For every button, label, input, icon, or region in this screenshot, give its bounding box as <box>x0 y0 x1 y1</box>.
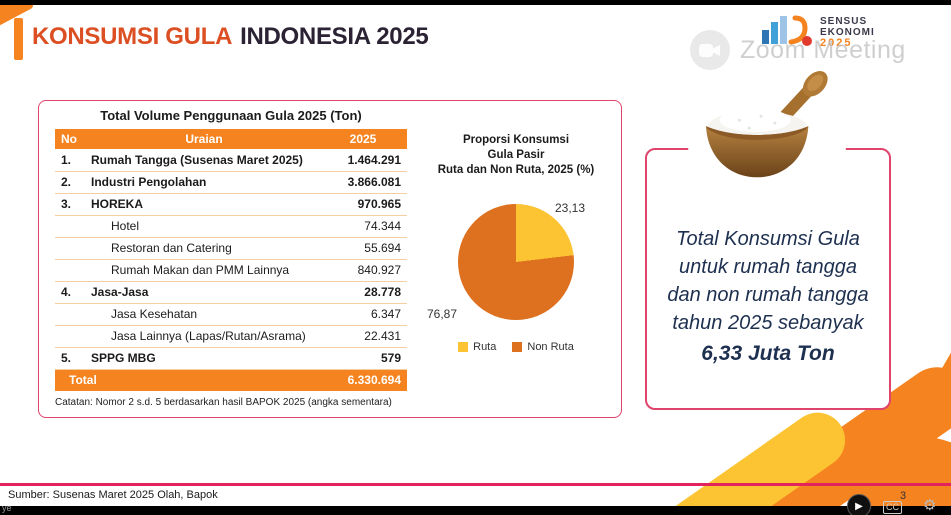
column-header-uraian: Uraian <box>89 129 319 149</box>
table-row: Restoran dan Catering 55.694 <box>55 237 407 260</box>
legend-item: Non Ruta <box>512 341 574 353</box>
source-text: Sumber: Susenas Maret 2025 Olah, Bapok <box>8 489 218 501</box>
pie-chart-title: Proporsi Konsumsi Gula Pasir Ruta dan No… <box>416 133 616 178</box>
page-title-accent: KONSUMSI GULA <box>32 23 233 50</box>
title-accent-bar <box>14 18 23 60</box>
page-title-rest: INDONESIA 2025 <box>240 23 429 50</box>
table-title: Total Volume Penggunaan Gula 2025 (Ton) <box>100 108 362 123</box>
total-label: Total <box>55 369 319 391</box>
table-row: 3. HOREKA 970.965 <box>55 193 407 216</box>
total-consumption-callout: Total Konsumsi Gula untuk rumah tangga dan… <box>645 148 891 410</box>
pie-legend: Ruta Non Ruta <box>406 341 626 353</box>
column-header-no: No <box>55 129 89 149</box>
callout-line: untuk rumah tangga <box>679 256 857 278</box>
page-number: 3 <box>900 490 907 502</box>
callout-line: Total Konsumsi Gula <box>676 228 860 250</box>
callout-line: dan non rumah tangga <box>667 284 869 306</box>
footer-accent-line <box>0 483 951 486</box>
presentation-slide: KONSUMSI GULA INDONESIA 2025 SENSUS EKONO… <box>0 5 951 506</box>
legend-swatch <box>458 342 469 352</box>
table-row: 2. Industri Pengolahan 3.866.081 <box>55 171 407 194</box>
pie-value-label-ruta: 23,13 <box>555 201 586 215</box>
pie-value-label-nonruta: 76,87 <box>427 307 458 321</box>
callout-lines: Total Konsumsi Gula untuk rumah tangga dan… <box>647 225 889 337</box>
total-value: 6.330.694 <box>319 369 407 391</box>
sensus-ekonomi-logo: SENSUS EKONOMI 2025 <box>760 12 875 53</box>
pie-title-line-2: Gula Pasir <box>487 149 545 161</box>
camera-icon <box>690 30 730 70</box>
closed-captions-button[interactable]: CC <box>883 501 902 514</box>
table-row: Rumah Makan dan PMM Lainnya 840.927 <box>55 259 407 282</box>
play-icon: ▶ <box>855 500 863 512</box>
legend-label: Ruta <box>473 341 497 353</box>
sensus-logo-icon <box>760 12 812 53</box>
table-total-row: Total 6.330.694 <box>55 369 407 391</box>
sugar-volume-card: Total Volume Penggunaan Gula 2025 (Ton) … <box>38 100 622 418</box>
sugar-volume-table: No Uraian 2025 1. Rumah Tangga (Susenas M… <box>55 129 407 391</box>
legend-swatch <box>512 342 523 352</box>
table-row: 5. SPPG MBG 579 <box>55 347 407 370</box>
table-row: Jasa Lainnya (Lapas/Rutan/Asrama) 22.431 <box>55 325 407 348</box>
bottom-bar-cutoff-text: ye <box>2 503 12 513</box>
sensus-logo-text: SENSUS EKONOMI 2025 <box>820 16 875 49</box>
table-row: 1. Rumah Tangga (Susenas Maret 2025) 1.464… <box>55 149 407 172</box>
play-button[interactable]: ▶ <box>847 494 871 515</box>
legend-item: Ruta <box>458 341 496 353</box>
pie-chart <box>458 204 574 320</box>
table-header: No Uraian 2025 <box>55 129 407 149</box>
table-row: 4. Jasa-Jasa 28.778 <box>55 281 407 304</box>
page-title: KONSUMSI GULA INDONESIA 2025 <box>32 23 429 51</box>
table-row: Hotel 74.344 <box>55 215 407 238</box>
table-body: 1. Rumah Tangga (Susenas Maret 2025) 1.464… <box>55 149 407 370</box>
table-note: Catatan: Nomor 2 s.d. 5 berdasarkan hasi… <box>55 397 392 408</box>
column-header-2025: 2025 <box>319 129 407 149</box>
legend-label: Non Ruta <box>527 341 574 353</box>
settings-gear-icon[interactable]: ⚙ <box>923 497 937 514</box>
pie-title-line-3: Ruta dan Non Ruta, 2025 (%) <box>437 164 595 176</box>
pie-title-line-1: Proporsi Konsumsi <box>462 134 570 146</box>
sugar-bowl-image <box>688 69 846 202</box>
logo-line-1: SENSUS <box>820 16 868 27</box>
callout-highlight: 6,33 Juta Ton <box>701 342 835 365</box>
zoom-watermark: Zoom Meeting <box>690 30 906 70</box>
right-edge-decoration <box>918 304 951 422</box>
logo-line-3: 2025 <box>820 37 853 49</box>
logo-line-2: EKONOMI <box>820 27 875 38</box>
table-row: Jasa Kesehatan 6.347 <box>55 303 407 326</box>
callout-text: Total Konsumsi Gula untuk rumah tangga dan… <box>647 225 889 368</box>
callout-line: tahun 2025 sebanyak <box>672 312 864 334</box>
zoom-watermark-text: Zoom Meeting <box>740 35 906 64</box>
